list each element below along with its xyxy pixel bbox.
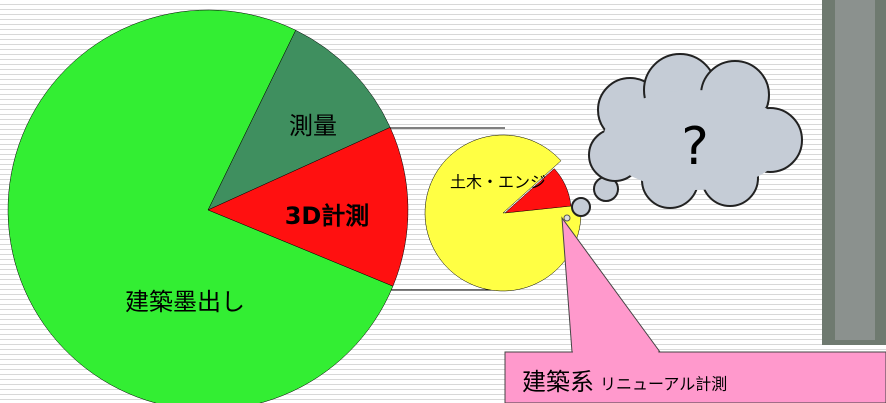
slice-label: 土木・エンジ: [450, 173, 546, 192]
photo-building: [835, 0, 875, 340]
pie-slice: [424, 134, 582, 292]
pie-slice: [207, 29, 391, 211]
callout-box: [504, 351, 886, 403]
thought-text: ?: [681, 117, 709, 177]
cloud-fill: [603, 90, 787, 190]
pointer-dot: [563, 214, 571, 222]
callout-title: 建築系: [522, 368, 594, 396]
pie-slice: [504, 168, 572, 214]
pie-slice: [7, 9, 394, 403]
callout-join: [565, 240, 659, 353]
slice-label: 建築墨出し: [125, 288, 245, 316]
slice-label: 3D計測: [285, 202, 370, 230]
callout-text: リニューアル計測: [600, 375, 727, 394]
slice-label: 測量: [289, 112, 337, 140]
pie-slice: [207, 127, 409, 287]
